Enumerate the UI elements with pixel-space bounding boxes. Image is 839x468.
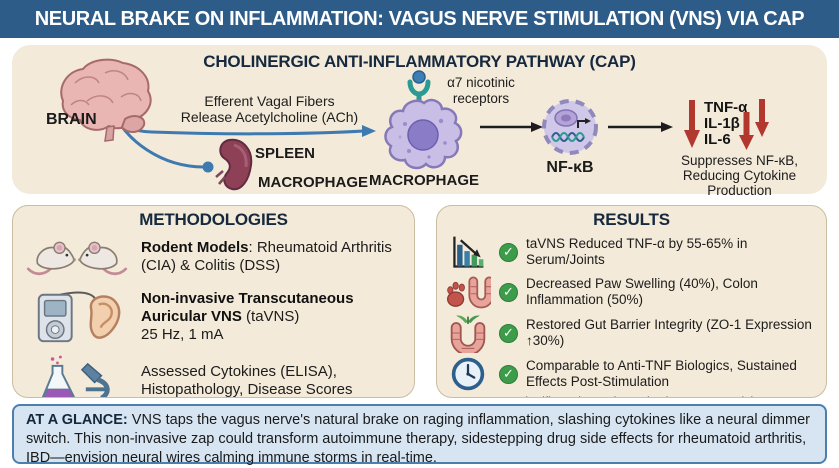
down-arrow-icon (684, 100, 700, 148)
rodent-models-icon (25, 234, 129, 280)
methodologies-panel: METHODOLOGIES (12, 205, 415, 398)
gut-barrier-icon (445, 313, 491, 353)
results-note: No significant hemodynamic changes or to… (437, 395, 826, 397)
result-text: Restored Gut Barrier Integrity (ZO-1 Exp… (526, 317, 812, 348)
result-text: taVNS Reduced TNF-α by 55-65% in Serum/J… (526, 236, 748, 267)
macrophage-cell-icon (384, 70, 463, 170)
cytokine-list: TNF-α IL-1β IL-6 (704, 99, 748, 149)
methodology-item: Non-invasive Transcutaneous Auricular VN… (13, 287, 414, 347)
methodology-text: Assessed Cytokines (ELISA), Histopatholo… (141, 363, 353, 398)
check-icon: ✓ (499, 242, 518, 262)
title-bar: NEURAL BRAKE ON INFLAMMATION: VAGUS NERV… (0, 0, 839, 38)
cytokine-il6: IL-6 (704, 131, 731, 149)
spleen-label: SPLEEN (255, 145, 316, 162)
result-item: ✓ Decreased Paw Swelling (40%), Colon In… (437, 274, 826, 310)
down-arrow-icon (739, 112, 754, 150)
efferent-fibers-caption: Efferent Vagal Fibers Release Acetylchol… (180, 93, 359, 126)
pathway-heading: CHOLINERGIC ANTI-INFLAMMATORY PATHWAY (C… (203, 52, 636, 71)
declining-bar-chart-icon (445, 233, 491, 271)
result-item: ✓ Comparable to Anti-TNF Biologics, Sust… (437, 356, 826, 392)
down-arrow-icon (755, 99, 769, 137)
check-icon: ✓ (499, 282, 518, 302)
at-a-glance-text: VNS taps the vagus nerve's natural brake… (26, 412, 810, 466)
check-icon: ✓ (499, 323, 518, 343)
result-item: ✓ taVNS Reduced TNF-α by 55-65% in Serum… (437, 233, 826, 271)
brain-label: BRAIN (46, 111, 97, 128)
methodology-text: Rodent Models: Rheumatoid Arthritis (CIA… (141, 239, 392, 274)
clock-icon (445, 356, 491, 392)
cytokine-il1b: IL-1β (704, 115, 740, 133)
nfkb-label: NF-κB (546, 159, 594, 176)
spleen-macrophage-label: MACROPHAGE (258, 174, 369, 191)
results-heading: RESULTS (593, 210, 670, 229)
result-text: Decreased Paw Swelling (40%), Colon Infl… (526, 276, 758, 307)
spleen-icon (215, 138, 253, 191)
nfkb-nucleus-icon (542, 99, 598, 155)
results-panel: RESULTS ✓ taVNS Reduced TNF-α by 55-65% … (436, 205, 827, 398)
check-icon: ✓ (499, 364, 518, 384)
paw-colon-icon (445, 274, 491, 310)
cytokine-tnf: TNF-α (704, 99, 748, 116)
macrophage-label: MACROPHAGE (368, 172, 479, 189)
at-a-glance-box: AT A GLANCE: VNS taps the vagus nerve's … (12, 404, 827, 466)
methodology-item: Assessed Cytokines (ELISA), Histopatholo… (13, 354, 414, 398)
flask-microscope-icon (25, 354, 129, 397)
at-a-glance-label: AT A GLANCE: (26, 412, 128, 428)
brain-icon (60, 58, 152, 142)
result-text: Comparable to Anti-TNF Biologics, Sustai… (526, 358, 797, 389)
result-item: ✓ Restored Gut Barrier Integrity (ZO-1 E… (437, 313, 826, 353)
suppression-caption: Suppresses NF-κB, Reducing Cytokine Prod… (680, 153, 799, 199)
alpha7-receptor-caption: α7 nicotinic receptors (447, 75, 515, 106)
pathway-panel: CHOLINERGIC ANTI-INFLAMMATORY PATHWAY (C… (12, 45, 827, 198)
methodology-item: Rodent Models: Rheumatoid Arthritis (CIA… (13, 234, 414, 280)
methodologies-heading: METHODOLOGIES (139, 210, 288, 229)
page-title: NEURAL BRAKE ON INFLAMMATION: VAGUS NERV… (34, 7, 805, 30)
tavns-device-ear-icon (25, 287, 129, 347)
methodology-text: Non-invasive Transcutaneous Auricular VN… (141, 290, 354, 343)
